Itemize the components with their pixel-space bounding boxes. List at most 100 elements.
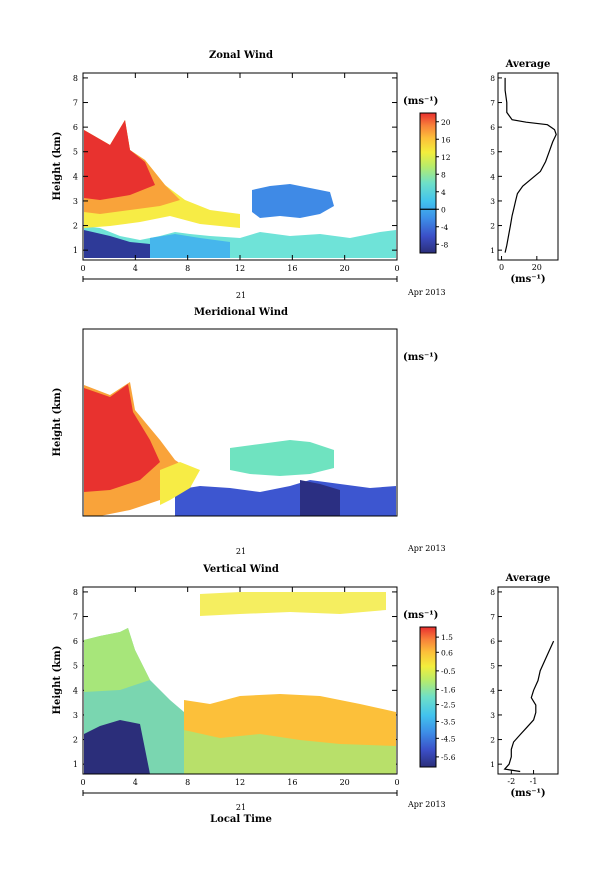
- x-axis: 0 4 8 12 16 20 0: [80, 73, 400, 282]
- average-profile-line: [503, 640, 555, 773]
- day-label: 21: [236, 803, 246, 812]
- average-frame: [497, 72, 559, 261]
- avg-x-tick-label: 0: [499, 263, 504, 272]
- colorbar-tick-label: 4: [441, 188, 446, 197]
- avg-x-tick-label: 20: [532, 263, 542, 272]
- heatmap-area: [84, 120, 396, 258]
- avg-y-tick-label: 2: [490, 736, 495, 745]
- y-tick-label: 1: [73, 246, 78, 255]
- avg-x-tick-label: -1: [530, 777, 538, 786]
- unit-label: (ms⁻¹): [403, 96, 438, 107]
- wind-field-upper-core: [84, 384, 160, 492]
- avg-y-tick-label: 8: [490, 74, 495, 83]
- average-frame: [497, 586, 559, 775]
- average-title: Average: [505, 59, 551, 70]
- panel-title: Vertical Wind: [202, 564, 279, 575]
- y-tick-label: 8: [73, 74, 78, 83]
- plot-frame: [82, 586, 398, 775]
- avg-y-tick-label: 5: [490, 148, 495, 157]
- colorbar-tick-label: -3.5: [441, 717, 456, 726]
- avg-y-tick-label: 5: [490, 662, 495, 671]
- x-tick-label: 4: [133, 264, 138, 273]
- colorbar-tick-label: -0.5: [441, 667, 456, 676]
- avg-y-tick-label: 8: [490, 588, 495, 597]
- x-axis-label: Local Time: [210, 814, 272, 825]
- y-axis-label: Height (km): [52, 132, 63, 201]
- y-tick-label: 2: [73, 736, 78, 745]
- avg-y-tick-label: 1: [490, 246, 495, 255]
- y-tick-label: 3: [73, 197, 78, 206]
- y-tick-label: 6: [73, 637, 78, 646]
- y-tick-label: 6: [73, 123, 78, 132]
- avg-y-tick-label: 3: [490, 711, 495, 720]
- date-label: Apr 2013: [407, 800, 446, 809]
- x-tick-label: 20: [340, 778, 350, 787]
- colorbar-tick-label: 0.6: [441, 648, 453, 657]
- date-label: Apr 2013: [407, 544, 446, 553]
- avg-x-tick-label: -2: [507, 777, 515, 786]
- avg-y-tick-label: 4: [490, 686, 495, 695]
- wind-field-cloud: [252, 184, 334, 218]
- wind-field-top: [200, 592, 386, 616]
- colorbar-tick-label: 0: [441, 205, 446, 214]
- date-label: Apr 2013: [407, 288, 446, 297]
- y-axis: 1 2 3 4 5 6 7 8: [73, 74, 397, 255]
- x-tick-label: 12: [235, 264, 245, 273]
- wind-field-low-mid: [150, 234, 230, 258]
- y-tick-label: 4: [73, 172, 78, 181]
- y-tick-label: 8: [73, 588, 78, 597]
- colorbar-tick-label: 20: [441, 118, 451, 127]
- avg-y-tick-label: 6: [490, 123, 495, 132]
- day-label: 21: [236, 547, 246, 556]
- y-axis-label: Height (km): [52, 646, 63, 715]
- avg-y-tick-label: 6: [490, 637, 495, 646]
- wind-field-band: [160, 462, 200, 505]
- colorbar-tick-label: -8: [441, 240, 449, 249]
- avg-unit-label: (ms⁻¹): [510, 274, 545, 285]
- x-tick-label: 20: [340, 264, 350, 273]
- x-tick-label: 4: [133, 778, 138, 787]
- y-tick-label: 1: [73, 760, 78, 769]
- wind-field-mid: [184, 730, 396, 774]
- wind-field-low: [175, 480, 396, 516]
- x-tick-label: 0: [80, 778, 85, 787]
- day-label: 21: [236, 291, 246, 300]
- x-tick-label: 16: [287, 264, 297, 273]
- average-profile-line: [504, 77, 557, 253]
- heatmap-area: [84, 382, 396, 516]
- x-tick-label: 8: [185, 778, 190, 787]
- avg-y-tick-label: 3: [490, 197, 495, 206]
- x-tick-label: 0: [394, 264, 399, 273]
- colorbar-tick-label: 12: [441, 153, 451, 162]
- average-title: Average: [505, 573, 551, 584]
- avg-y-tick-label: 7: [490, 613, 495, 622]
- avg-y-tick-label: 2: [490, 222, 495, 231]
- avg-unit-label: (ms⁻¹): [510, 788, 545, 799]
- colorbar-tick-label: -5.6: [441, 753, 456, 762]
- colorbar: 20 16 12 8 4 0 -4 -8: [419, 112, 451, 254]
- y-axis-label: Height (km): [52, 388, 63, 457]
- avg-y-tick-label: 1: [490, 760, 495, 769]
- wind-field-low-core: [300, 480, 340, 516]
- unit-label: (ms⁻¹): [403, 352, 438, 363]
- x-tick-label: 0: [394, 778, 399, 787]
- y-tick-label: 7: [73, 99, 78, 108]
- wind-field-low-core: [84, 230, 165, 258]
- colorbar-tick-label: 16: [441, 135, 451, 144]
- x-tick-label: 0: [80, 264, 85, 273]
- panel-title: Meridional Wind: [194, 307, 288, 318]
- colorbar: 1.5 0.6 -0.5 -1.6 -2.5 -3.5 -4.5 -5.6: [419, 626, 456, 768]
- colorbar-tick-label: -2.5: [441, 701, 456, 710]
- x-tick-label: 12: [235, 778, 245, 787]
- average-profile: Average 1 2 3 4 5 6 7 8 -2 -1 (ms⁻¹): [490, 573, 559, 799]
- wind-field-cloud: [230, 440, 334, 476]
- y-tick-label: 5: [73, 662, 78, 671]
- colorbar-tick-label: 1.5: [441, 633, 453, 642]
- average-profile: Average 1 2 3 4 5 6 7 8 0 20 (ms⁻¹): [490, 59, 559, 285]
- avg-y-tick-label: 7: [490, 99, 495, 108]
- panel-vertical: Vertical Wind Height (km) 21 Apr 2013 Lo…: [52, 564, 446, 825]
- x-tick-label: 16: [287, 778, 297, 787]
